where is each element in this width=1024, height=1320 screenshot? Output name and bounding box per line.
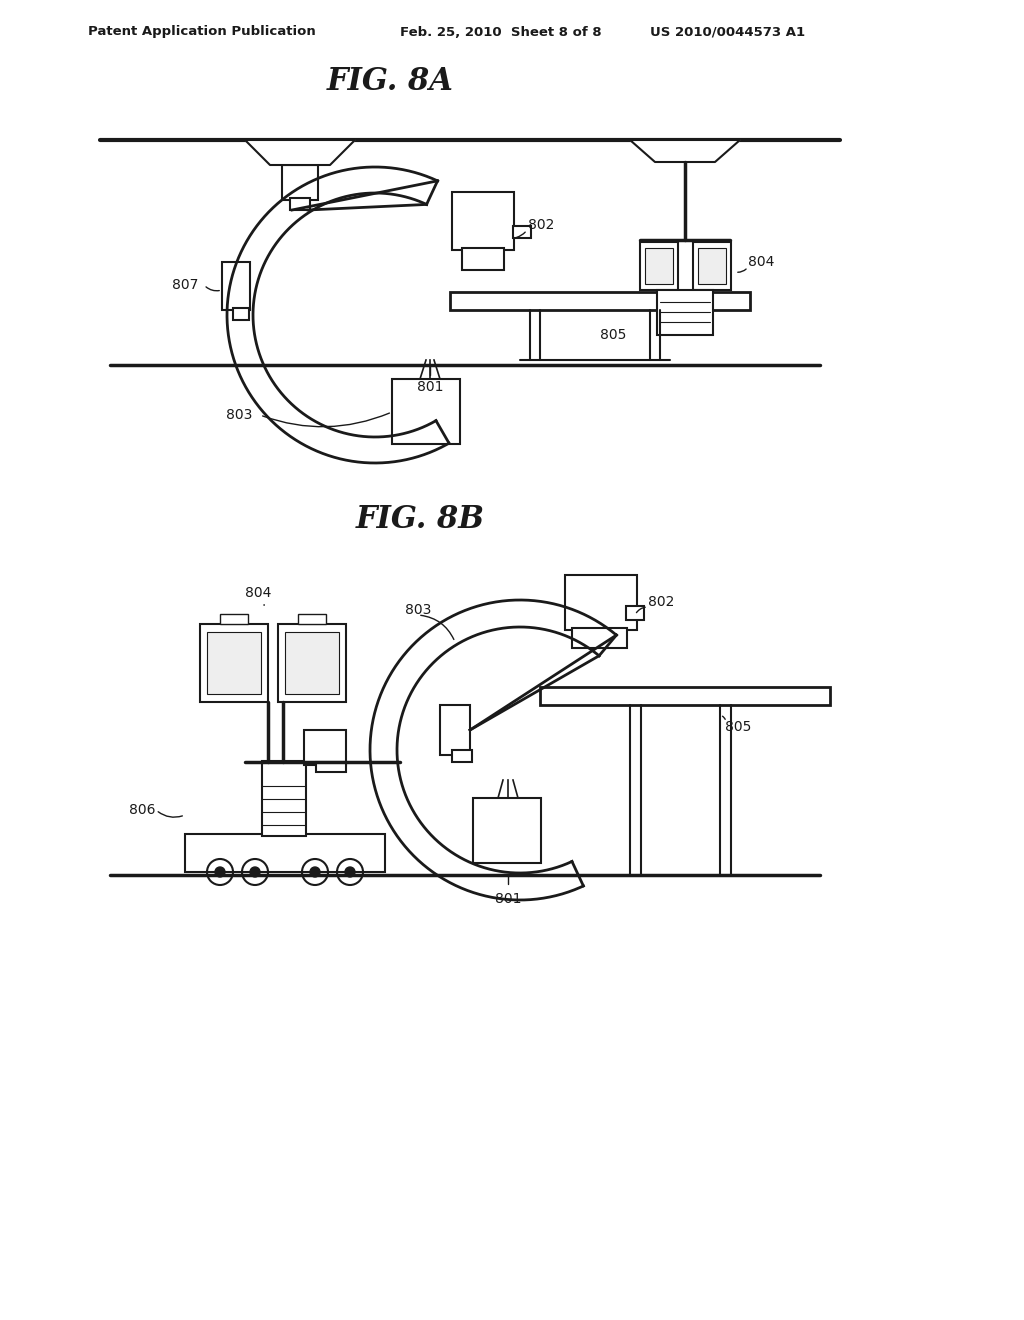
Polygon shape	[245, 140, 355, 165]
Bar	[278, 624, 346, 702]
Bar	[392, 379, 460, 444]
Text: 801: 801	[495, 892, 521, 906]
Bar	[540, 686, 830, 705]
Text: 804: 804	[245, 586, 271, 601]
Text: 805: 805	[725, 719, 752, 734]
Bar	[572, 628, 627, 648]
Text: US 2010/0044573 A1: US 2010/0044573 A1	[650, 25, 805, 38]
Bar	[285, 632, 339, 694]
Text: 802: 802	[648, 595, 675, 609]
Bar	[282, 165, 318, 201]
Text: 807: 807	[172, 279, 199, 292]
Bar	[513, 226, 531, 238]
Bar	[220, 614, 248, 624]
Bar	[450, 292, 750, 310]
Text: 801: 801	[417, 380, 443, 393]
Bar	[262, 762, 306, 836]
Bar	[473, 799, 541, 863]
Circle shape	[250, 867, 260, 876]
Bar	[565, 576, 637, 630]
Bar	[185, 834, 385, 873]
Text: 804: 804	[748, 255, 774, 269]
Bar	[698, 248, 726, 284]
Bar	[200, 624, 268, 702]
Text: FIG. 8A: FIG. 8A	[327, 66, 454, 98]
Bar	[222, 261, 250, 310]
Bar	[304, 730, 346, 766]
Text: 802: 802	[528, 218, 554, 232]
Bar	[452, 750, 472, 762]
Bar	[645, 248, 673, 284]
Bar	[233, 308, 249, 319]
Text: Patent Application Publication: Patent Application Publication	[88, 25, 315, 38]
Bar	[440, 705, 470, 755]
Bar	[626, 606, 644, 620]
Bar	[452, 191, 514, 249]
Circle shape	[310, 867, 319, 876]
Text: 803: 803	[226, 408, 252, 422]
Circle shape	[345, 867, 355, 876]
Text: Feb. 25, 2010  Sheet 8 of 8: Feb. 25, 2010 Sheet 8 of 8	[400, 25, 602, 38]
Bar	[316, 762, 346, 772]
Polygon shape	[630, 140, 740, 162]
Bar	[640, 242, 678, 290]
Text: FIG. 8B: FIG. 8B	[355, 504, 484, 536]
Bar	[298, 614, 326, 624]
Bar	[693, 242, 731, 290]
Text: 805: 805	[600, 327, 627, 342]
Circle shape	[215, 867, 225, 876]
Text: 806: 806	[128, 803, 155, 817]
Text: 803: 803	[406, 603, 431, 616]
Bar	[462, 248, 504, 271]
Bar	[207, 632, 261, 694]
Bar	[290, 198, 310, 210]
Bar	[657, 290, 713, 335]
